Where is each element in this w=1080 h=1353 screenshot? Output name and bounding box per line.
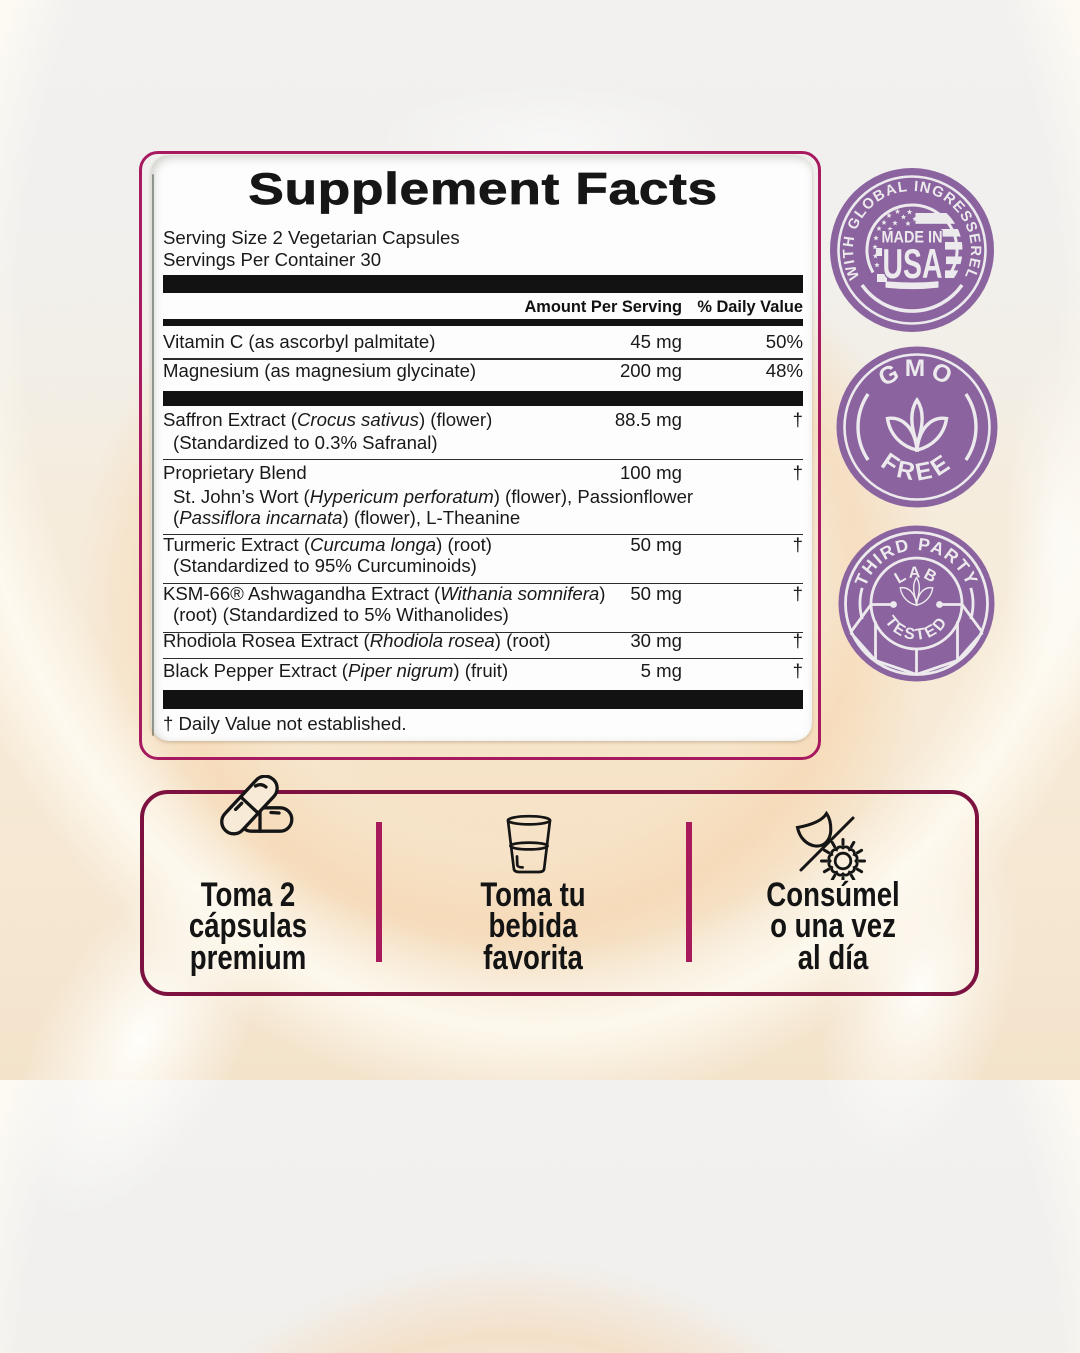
svg-text:MADE IN: MADE IN	[882, 228, 943, 247]
svg-text:USA: USA	[883, 240, 943, 287]
svg-text:LAB: LAB	[892, 564, 941, 587]
